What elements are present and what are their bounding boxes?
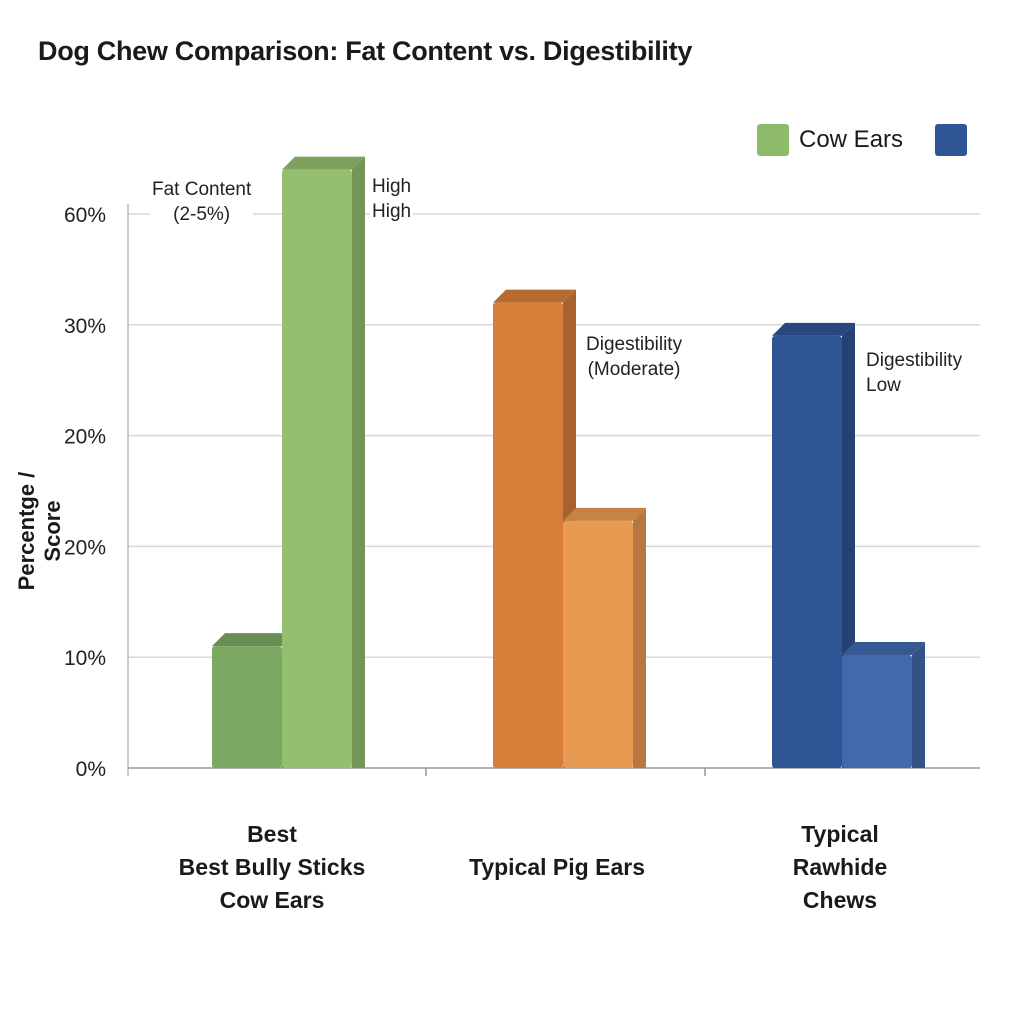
y-tick-label: 60% [64,204,106,227]
y-tick-label: 30% [64,315,106,338]
y-tick-label: 0% [76,758,106,781]
category-line: Typical Pig Ears [469,854,645,880]
bar-side [633,507,646,768]
category-line: Typical [801,821,879,847]
bar [282,169,352,768]
bar-top [493,289,576,303]
bar [493,302,563,768]
bar [563,520,633,768]
bar-side [352,156,365,768]
annotation-high: High High [370,174,414,224]
y-tick-label: 20% [64,536,106,559]
annotation-line: (Moderate) [587,359,681,380]
annotation-pig-digestibility: Digestibility (Moderate) [584,332,685,382]
bar [842,654,912,768]
y-tick-label: 10% [64,647,106,670]
category-line: Chews [802,887,878,913]
y-tick-label: 20% [64,426,106,449]
annotation-line: Fat Content [152,179,252,200]
category-line: Best [247,821,297,847]
chart-title: Dog Chew Comparison: Fat Content vs. Dig… [38,36,693,66]
bar-top [282,156,365,170]
annotation-line: Low [866,375,901,396]
annotation-line: (2-5%) [173,204,231,225]
category-label-rawhide: Typical Rawhide Chews [710,818,970,917]
bar-top [212,633,295,647]
annotation-line: High [372,176,412,197]
category-label-bully-sticks: Best Best Bully Sticks Cow Ears [142,818,402,917]
category-line: Best Bully Sticks [178,854,366,880]
category-line: Rawhide [792,854,888,880]
annotation-line: Digestibility [866,350,963,371]
y-axis-label: Percentge / Score [14,471,65,591]
bar-top [563,507,646,521]
category-line: Cow Ears [219,887,325,913]
legend: Cow Ears [757,124,968,156]
bar-top [772,322,855,336]
legend-swatch-cow-ears [757,124,789,156]
bar [772,335,842,768]
bar-top [842,641,925,655]
bar [212,646,282,768]
annotation-fat-content: Fat Content (2-5%) [150,177,254,227]
annotation-line: High [372,201,412,222]
annotation-line: Digestibility [586,334,683,355]
legend-label-cow-ears: Cow Ears [799,126,904,153]
annotation-rawhide-digestibility: Digestibility Low [864,348,965,398]
legend-swatch-blue [935,124,968,156]
bar-side [912,641,925,768]
category-label-pig-ears: Typical Pig Ears [427,851,687,884]
